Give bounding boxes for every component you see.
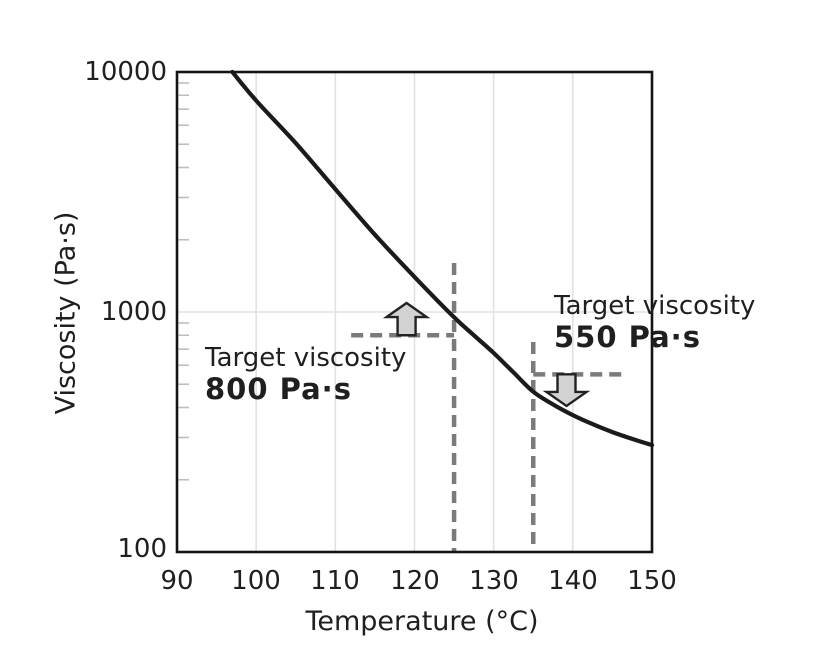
x-tick-label-100: 100 (231, 566, 281, 596)
x-tick-label-140: 140 (548, 566, 598, 596)
x-tick-label-130: 130 (469, 566, 519, 596)
x-tick-label-150: 150 (627, 566, 677, 596)
y-tick-label-10000: 10000 (84, 57, 167, 87)
target-annotation-800-title: Target viscosity (205, 343, 407, 373)
x-tick-label-90: 90 (160, 566, 194, 596)
x-axis-title: Temperature (°C) (305, 606, 539, 637)
x-tick-label-110: 110 (310, 566, 360, 596)
target-annotation-550-value: 550 Pa·s (554, 320, 701, 355)
y-tick-label-100: 100 (117, 534, 167, 564)
x-tick-label-120: 120 (390, 566, 440, 596)
y-tick-label-1000: 1000 (100, 297, 167, 327)
target-annotation-550-title: Target viscosity (554, 291, 756, 321)
target-annotation-800: Target viscosity 800 Pa·s (205, 343, 406, 407)
target-annotation-800-value: 800 Pa·s (205, 372, 352, 407)
target-annotation-550: Target viscosity 550 Pa·s (554, 291, 755, 355)
